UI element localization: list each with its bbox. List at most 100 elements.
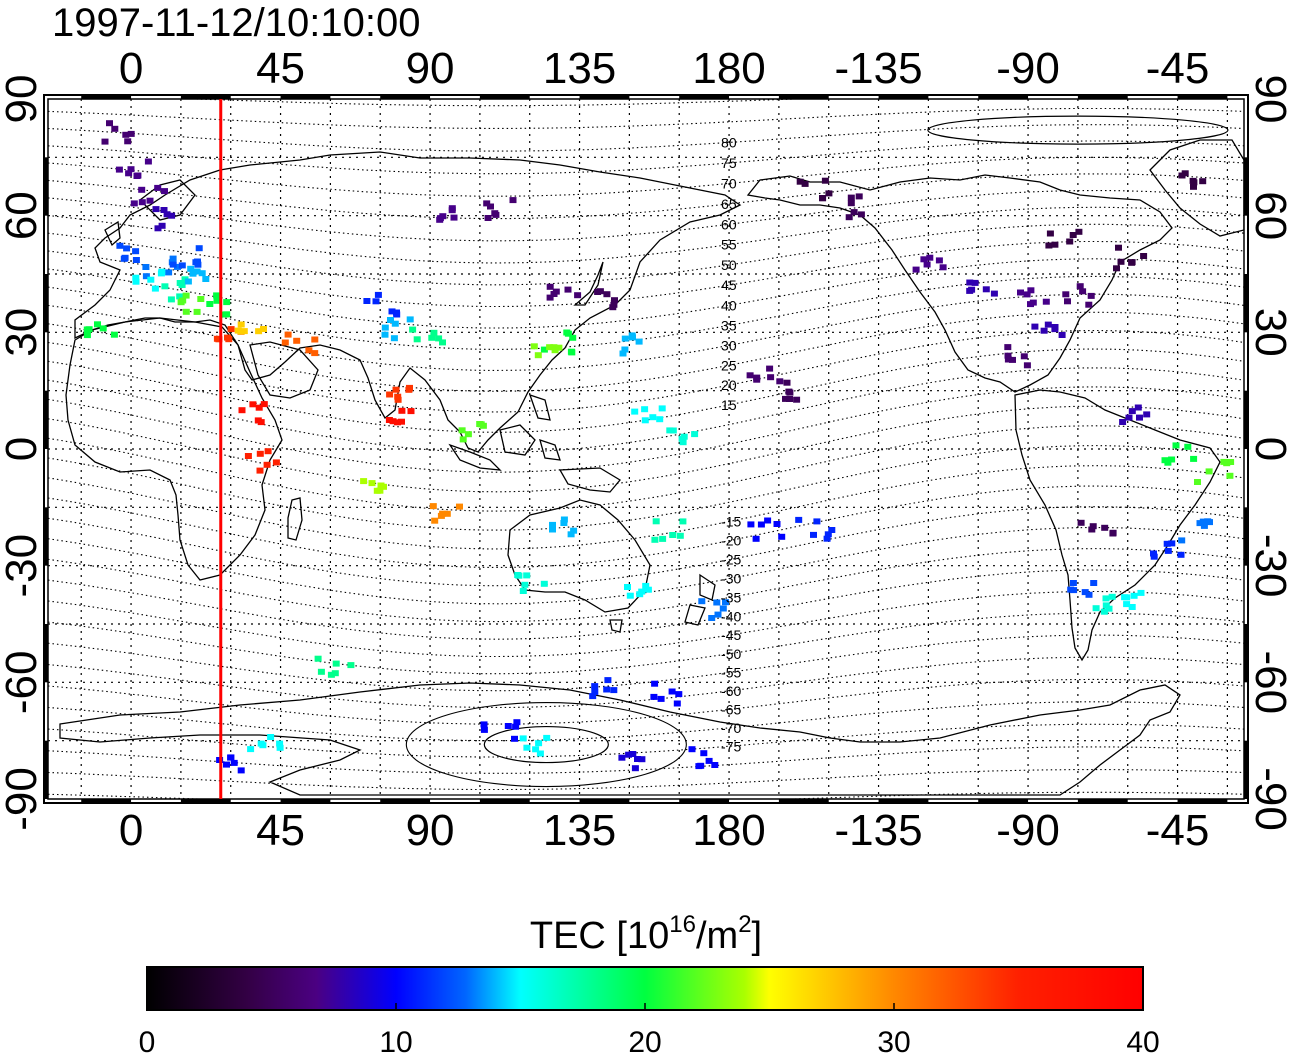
mlat-contour [48,701,1244,742]
tec-cell [1161,442,1198,466]
tec-cell [281,331,319,357]
tec-cell [796,177,833,202]
tec-cell [1062,283,1095,308]
mlat-contour [48,293,1244,371]
tec-cell [184,265,210,285]
mlat-contour [48,140,1244,175]
colorbar-tick-label: 40 [1126,1026,1159,1057]
magnetic-latitude-labels: 80 75 70 65 60 55 50 45 40 35 30 25 20 15 -15 -20 -25 -30… [721,134,741,754]
mlat-contour [48,723,1244,758]
tec-cell [666,427,699,446]
right-latitude-labels: 90 60 30 0 -30 -60 -90 [1246,75,1292,831]
bottom-lon-label: -135 [835,806,923,855]
mlat-contour [48,386,1244,473]
tec-cell [116,242,140,263]
mlat-contour [48,590,1244,658]
coastlines [59,139,1244,796]
mlat-contour [48,746,1244,774]
bottom-longitude-labels: 0 45 90 135 180 -135 -90 -45 [119,806,1210,855]
mlat-label: 20 [721,377,737,393]
tec-cell [177,292,205,315]
tec-cell [1178,518,1213,544]
map-frame [43,94,1249,804]
colorbar-tick-label: 30 [877,1026,910,1057]
tec-cell [549,516,578,538]
tec-cell [688,746,719,770]
tec-cell [247,734,284,753]
top-lon-label: -90 [996,44,1060,93]
top-lon-label: 180 [692,44,765,93]
mlat-label: -75 [721,738,741,754]
colorbar [146,966,1144,1011]
tec-cell [514,572,548,594]
mlat-contour [48,465,1244,550]
tec-data-cells [83,120,1235,774]
right-lat-label: -30 [1246,534,1292,598]
tec-cell [747,517,786,542]
tec-cell [1178,170,1207,190]
tec-cell [132,268,166,292]
tec-cell [746,365,784,385]
mlat-contour [48,124,1244,152]
tec-cell [594,288,618,311]
tec-cell [130,184,168,207]
mlat-label: -60 [721,683,741,699]
mlat-contour [48,548,1244,623]
graticule-grid [48,99,1244,799]
mlat-contour [48,240,1244,308]
tec-cell [651,518,687,543]
mlat-label: -55 [721,664,741,680]
tec-cell [386,384,413,403]
mlat-label: 25 [721,357,737,373]
mlat-contour [48,329,1244,413]
tec-cell [169,245,203,269]
colorbar-tick-label: 10 [379,1026,412,1057]
mlat-contour [48,506,1244,587]
tec-cell [618,751,646,772]
tec-cell [1092,593,1116,615]
colorbar-tick-labels: 0 10 20 30 40 [139,1003,1160,1057]
tec-cell [480,719,521,742]
tec-cell [206,292,231,318]
tec-cell [540,329,577,356]
tec-cell [429,503,463,524]
colorbar-tick-label: 20 [628,1026,661,1057]
mlat-contour [48,612,1244,675]
tec-cell [546,283,582,301]
mlat-label: 15 [721,397,737,413]
tec-cell [363,291,401,318]
mlat-label: 30 [721,337,737,353]
mlat-oval-south [483,725,609,764]
tec-cell [409,326,446,346]
mlat-label: -30 [721,571,741,587]
bottom-lon-label: 45 [256,806,305,855]
left-lat-label: 0 [0,437,46,461]
mlat-label: -15 [721,514,741,530]
right-lat-label: 60 [1246,191,1292,240]
tec-cell [1017,287,1050,308]
mlat-label: -20 [721,533,741,549]
tec-cell [360,478,387,494]
tec-cell [101,120,135,145]
tec-cell [152,206,176,232]
bottom-lon-label: 0 [119,806,143,855]
mlat-contour [48,156,1244,197]
tec-cell [589,677,618,700]
mlat-label: 45 [721,277,737,293]
mlat-contour [182,99,811,107]
tec-cell [436,205,458,223]
tec-cell [83,321,118,339]
plot-title: 1997-11-12/10:10:00 [52,1,420,45]
tec-cell [1194,458,1235,485]
tec-cell [650,680,683,707]
mlat-label: 40 [721,297,737,313]
tec-cell [624,582,652,599]
mlat-contour [48,223,1244,286]
tec-cell [1119,404,1151,425]
mlat-contour [48,311,1244,392]
tec-cell [530,343,563,359]
top-lon-label: -45 [1146,44,1210,93]
mlat-label: -50 [721,646,741,662]
tec-cell [795,516,836,542]
tec-cell [483,197,517,221]
